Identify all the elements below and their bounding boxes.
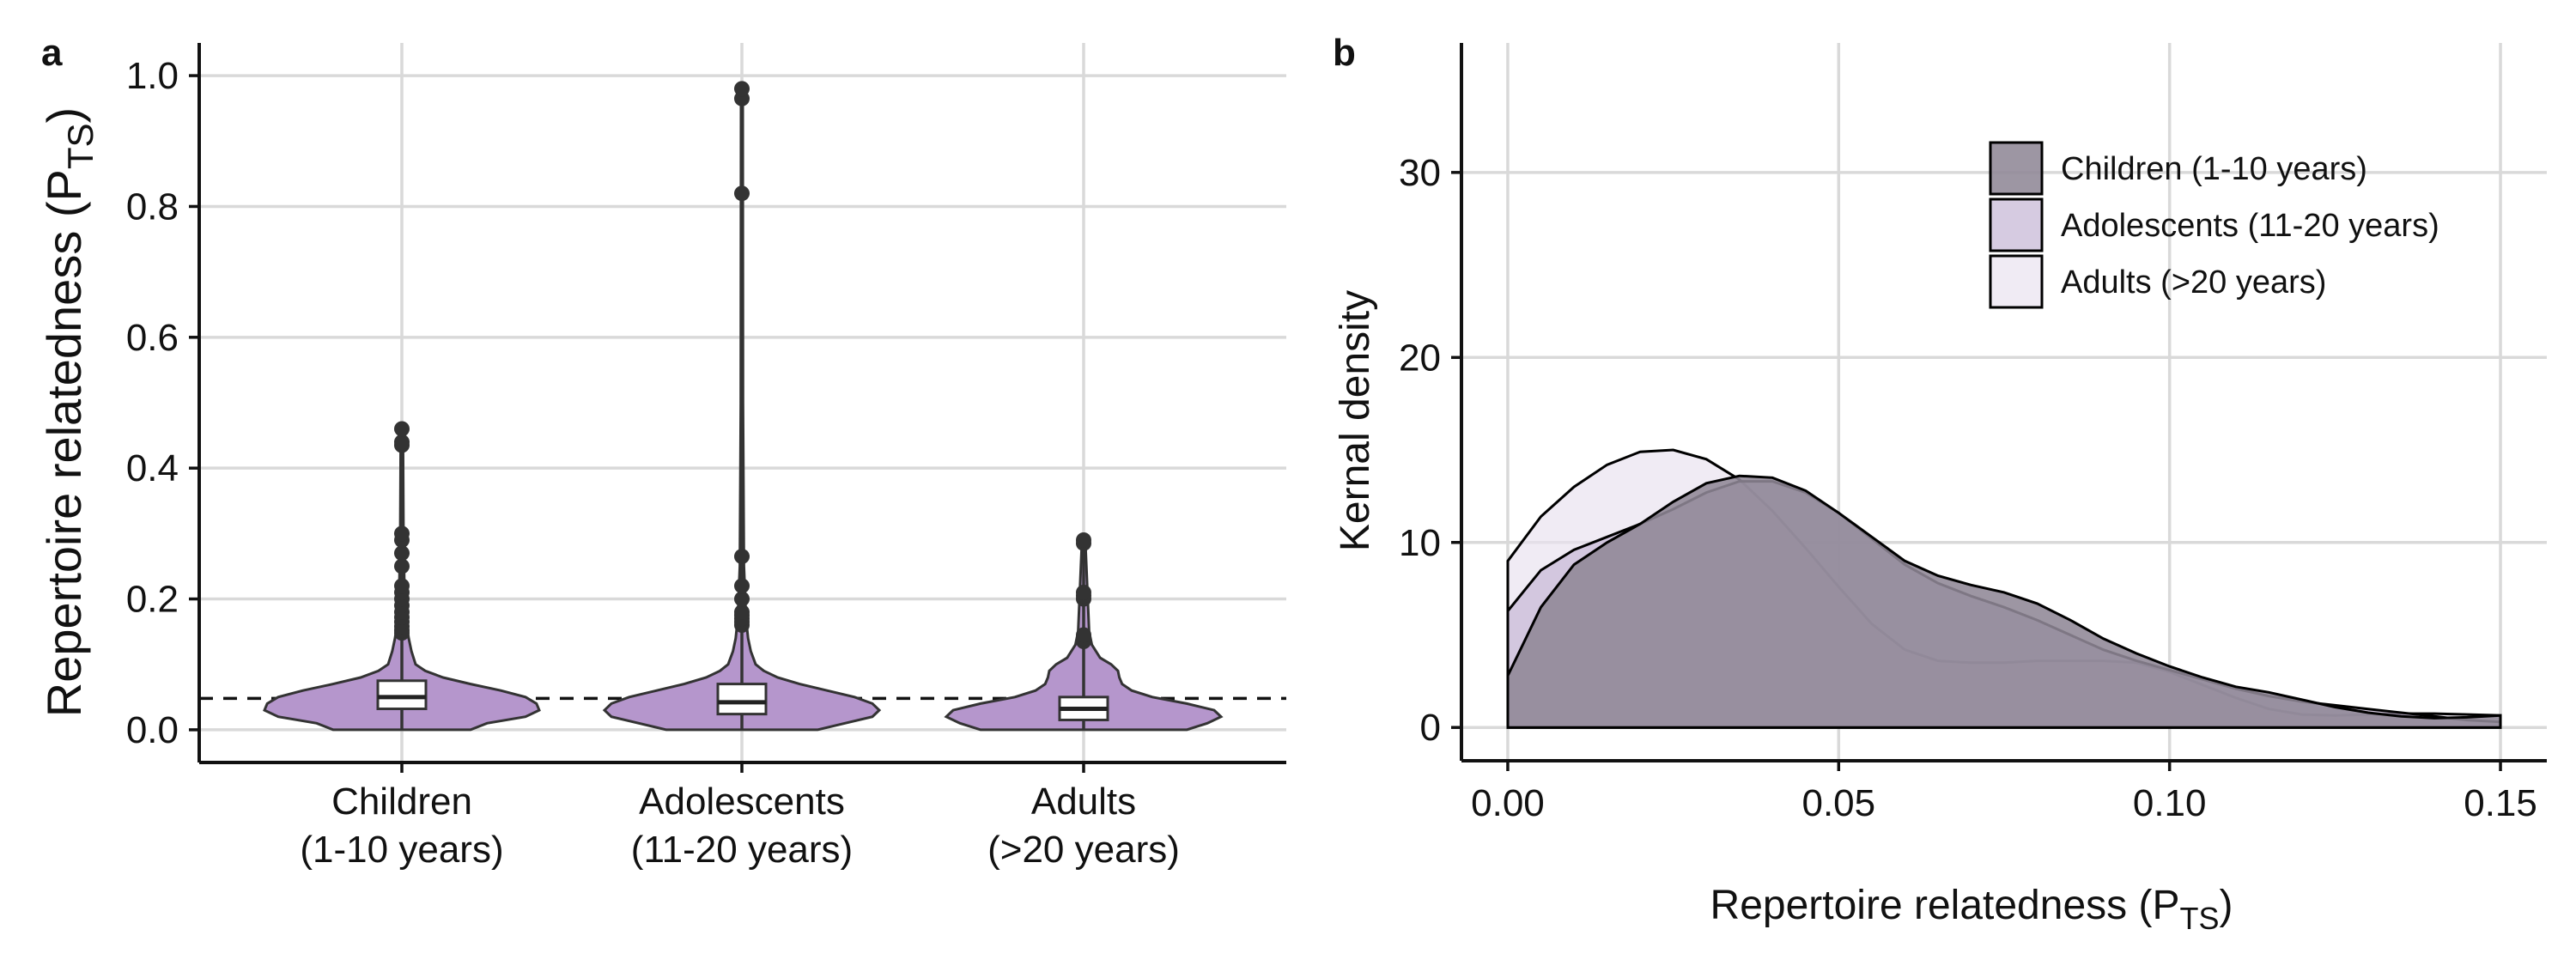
panel-a-letter: a [41,32,63,74]
panel-b-y-tick-label: 0 [1420,707,1441,749]
outlier-point [734,81,750,97]
panel-a-y-tick-label: 0.8 [126,185,179,228]
panel-a: a 0.0 0.2 0.4 0.6 0.8 1.0 Children (1-10 years)… [37,32,1286,871]
box-iqr [376,679,428,711]
panel-b-x-axis-title: Repertoire relatedness (PTS) [1710,883,2233,936]
panel-a-x-tick-label: Adolescents (11-20 years) [631,781,853,871]
outlier-point [734,578,750,594]
legend-label: Children (1-10 years) [2061,151,2367,187]
panel-a-ticks: 0.0 0.2 0.4 0.6 0.8 1.0 Children (1-10 years) Ad… [126,55,1180,871]
panel-a-y-tick-label: 0.6 [126,317,179,359]
box-iqr [716,683,768,716]
panel-b-ticks: 0 10 20 30 0.00 0.05 0.10 0.15 [1399,152,2537,824]
legend-swatch [1989,254,2044,309]
outlier-point [1076,627,1091,643]
outlier-point [1076,532,1091,548]
outlier-point [394,421,410,437]
outlier-point [1076,584,1091,600]
outlier-point [394,525,410,542]
panel-a-violins [263,81,1224,732]
panel-a-x-tick-label: Adults (>20 years) [987,781,1180,871]
panel-b-legend: Children (1-10 years) Adolescents (11-20 … [1989,141,2439,309]
panel-a-x-tick-label: Children (1-10 years) [300,781,503,871]
outlier-point [734,591,750,607]
outlier-point [394,558,410,574]
panel-b-y-tick-label: 20 [1399,337,1441,379]
panel-b-x-tick-label: 0.15 [2464,782,2537,824]
panel-b-y-axis-title: Kernal density [1333,290,1378,551]
panel-b-x-tick-label: 0.10 [2133,782,2207,824]
panel-b-x-tick-label: 0.05 [1801,782,1875,824]
panel-a-y-tick-label: 1.0 [126,55,179,97]
panel-b-x-tick-label: 0.00 [1471,782,1545,824]
panel-a-y-tick-label: 0.0 [126,709,179,751]
outlier-point [394,434,410,450]
panel-a-y-tick-label: 0.4 [126,447,179,489]
outlier-point [734,549,750,565]
outlier-point [734,185,750,202]
panel-b: b 0 10 20 30 0.00 0.05 0.10 0.15 Repertoire rel… [1333,32,2547,936]
outlier-point [394,545,410,562]
panel-a-y-tick-label: 0.2 [126,579,179,621]
legend-swatch [1989,141,2044,196]
legend-swatch [1989,197,2044,252]
outlier-point [734,604,750,620]
panel-a-y-axis-title: Repertoire relatedness (PTS) [37,107,100,717]
panel-b-axes [1460,43,2547,762]
panel-b-density-areas [1506,448,2502,729]
panel-b-y-tick-label: 10 [1399,522,1441,564]
density-area [1506,474,2502,729]
outlier-point [394,578,410,594]
panel-b-letter: b [1333,32,1356,74]
legend-label: Adolescents (11-20 years) [2061,208,2439,244]
legend-label: Adults (>20 years) [2061,264,2326,301]
panel-b-y-tick-label: 30 [1399,152,1441,194]
